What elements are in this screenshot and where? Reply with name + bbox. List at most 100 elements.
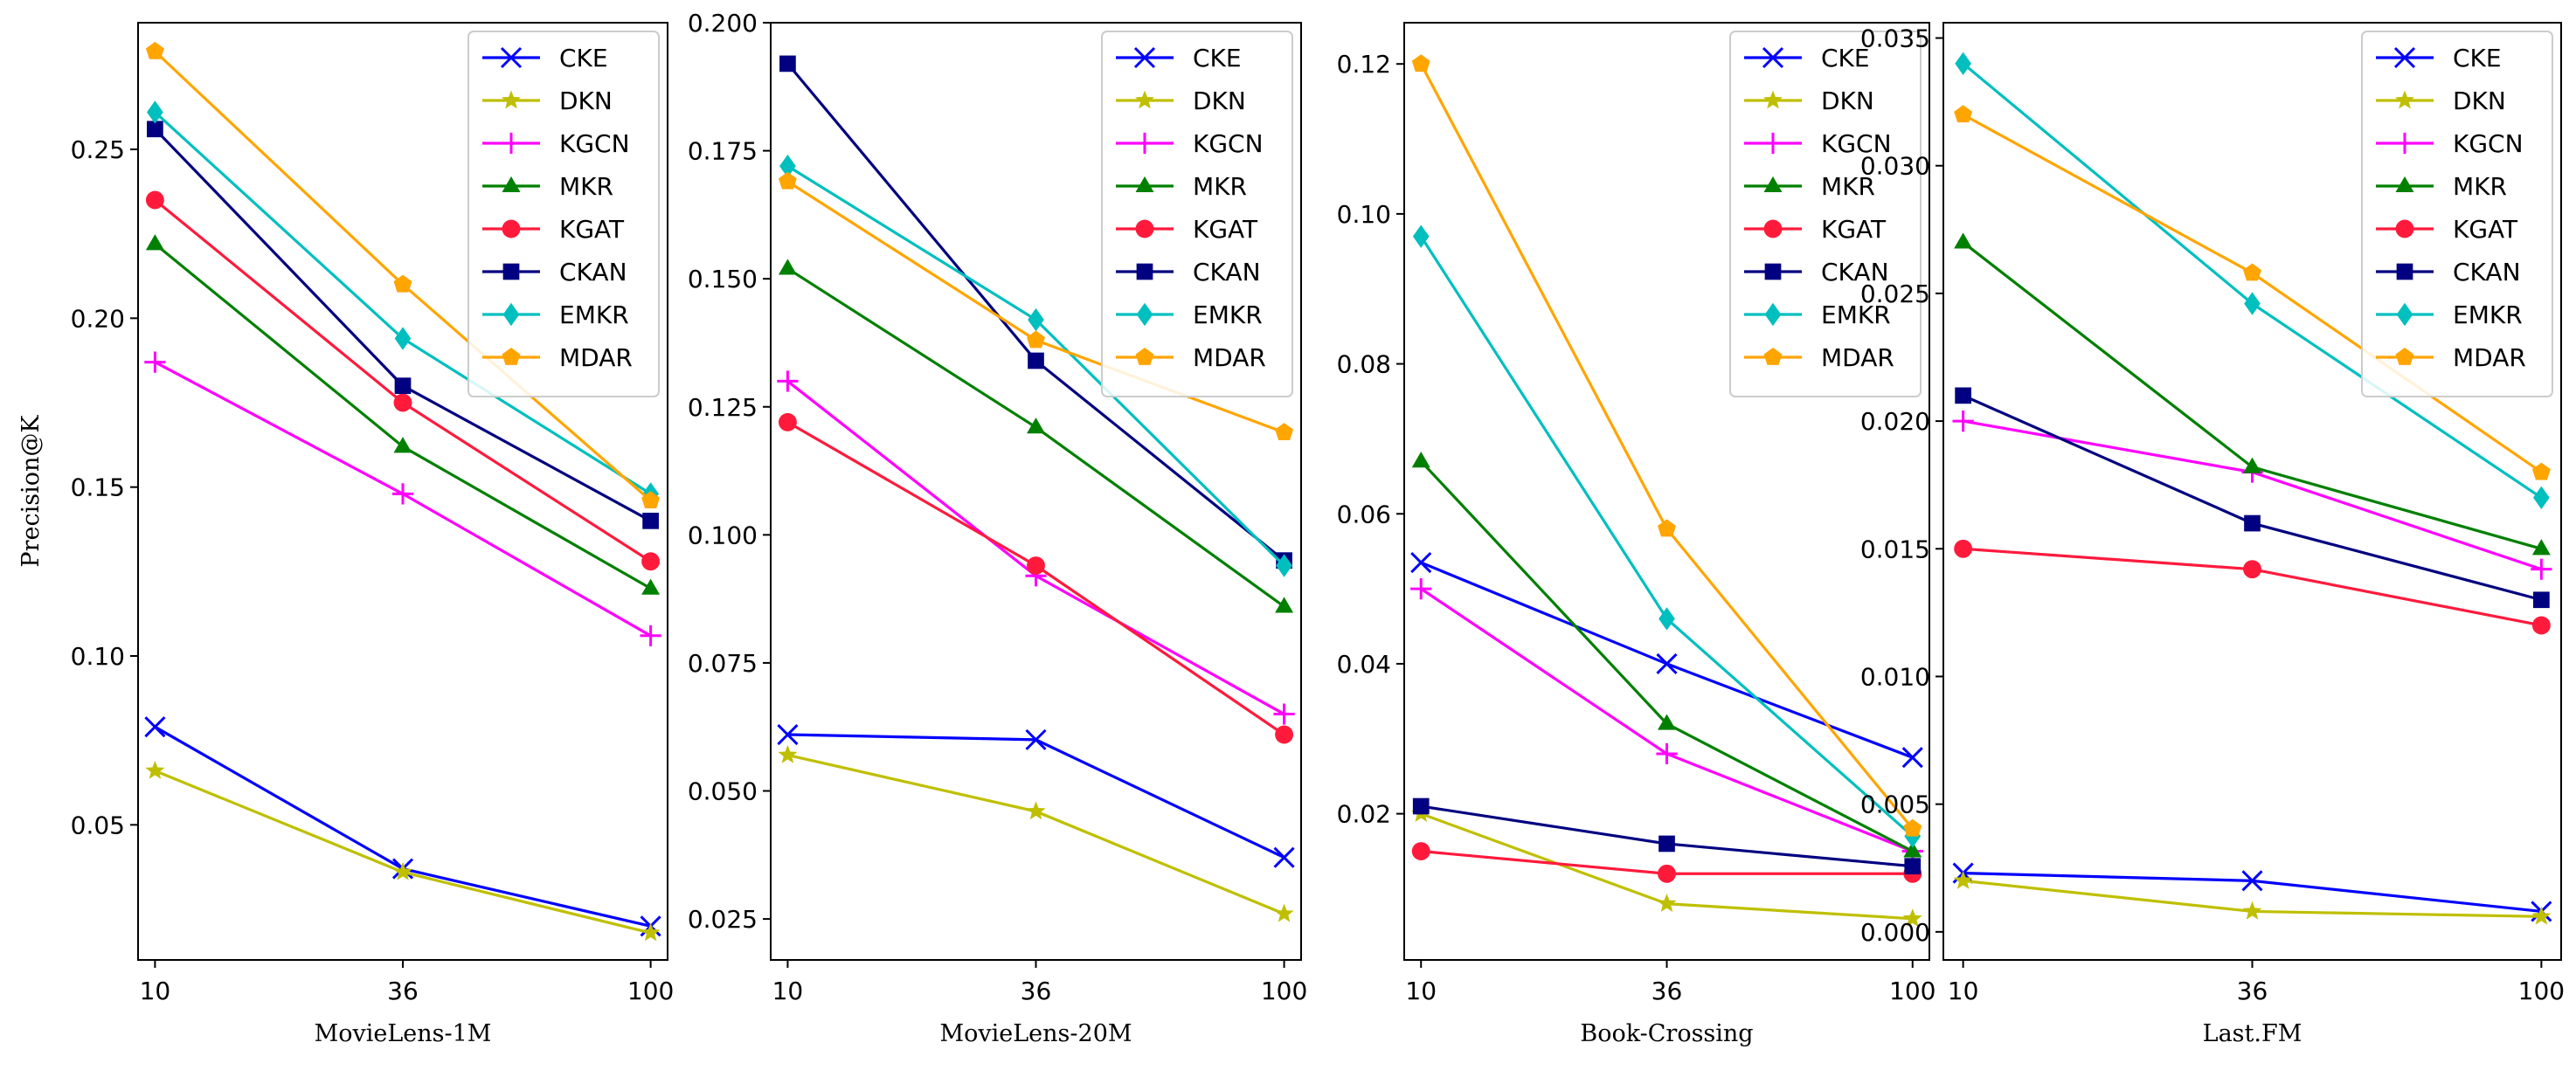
data-point-dkn — [1657, 894, 1677, 912]
data-point-emkr — [1276, 554, 1292, 577]
x-tick-label: 100 — [1889, 977, 1935, 1005]
legend-item-emkr: EMKR — [482, 300, 629, 329]
x-axis-label: MovieLens-20M — [939, 1020, 1132, 1047]
y-tick-label: 0.25 — [71, 135, 125, 164]
data-point-mkr — [2243, 457, 2261, 473]
data-point-ckan — [779, 55, 796, 72]
legend: CKE DKN KGCN MKR KGAT CKAN EMKR MDAR — [467, 31, 660, 397]
legend-label: DKN — [2453, 86, 2506, 115]
series-kgat — [778, 412, 1294, 744]
data-point-mkr — [1954, 232, 1973, 249]
legend-item-kgat: KGAT — [1744, 215, 1887, 244]
legend-label: KGCN — [1193, 129, 1264, 158]
data-point-mkr — [393, 437, 412, 453]
y-tick-label: 0.06 — [1337, 500, 1391, 528]
series-kgcn — [777, 370, 1295, 725]
y-tick-label: 0.075 — [688, 649, 758, 678]
legend-item-cke: CKE — [1744, 44, 1870, 72]
legend-marker-mkr — [1763, 176, 1783, 193]
legend-label: MDAR — [559, 343, 633, 372]
legend-marker-kgat — [502, 219, 521, 238]
y-tick-label: 0.020 — [1860, 407, 1930, 436]
legend-label: CKAN — [559, 258, 627, 286]
legend-item-dkn: DKN — [2376, 86, 2506, 115]
data-point-emkr — [1028, 307, 1044, 332]
data-point-cke — [777, 723, 799, 746]
x-tick-label: 100 — [1261, 977, 1307, 1005]
legend-label: CKE — [2453, 44, 2502, 72]
series-mdar — [145, 41, 661, 509]
data-point-mkr — [1411, 452, 1430, 468]
legend-marker-mkr — [1135, 176, 1154, 193]
series-mkr — [145, 234, 661, 595]
series-emkr — [1955, 52, 2550, 510]
legend-item-ckan: CKAN — [1744, 258, 1889, 286]
legend-label: KGAT — [1821, 215, 1887, 244]
legend-label: MKR — [2453, 172, 2507, 201]
legend-marker-mdar — [2395, 348, 2414, 365]
series-mkr — [1954, 232, 2551, 556]
data-point-ckan — [642, 512, 659, 529]
data-point-kgcn — [2531, 558, 2552, 580]
legend-marker-emkr — [2396, 302, 2413, 327]
legend-label: CKAN — [1193, 258, 1261, 286]
y-tick-label: 0.15 — [71, 473, 125, 502]
data-point-mkr — [778, 259, 797, 275]
data-point-ckan — [1658, 835, 1675, 853]
legend-marker-dkn — [1135, 90, 1154, 109]
data-point-cke — [1410, 551, 1432, 574]
legend-label: MDAR — [2453, 343, 2526, 372]
series-ckan — [147, 121, 659, 529]
data-point-ckan — [1412, 797, 1430, 815]
data-point-kgcn — [1952, 410, 1974, 432]
legend-marker-mkr — [2395, 176, 2414, 193]
legend-marker-mdar — [1763, 348, 1783, 365]
data-point-mkr — [1275, 597, 1294, 613]
legend-item-kgat: KGAT — [2376, 215, 2518, 244]
chart-panel-book-crossing: 0.02 0.04 0.06 0.08 0.10 0.12 10 36 100 Book-Cros… — [1337, 22, 1935, 1047]
legend-item-ckan: CKAN — [1116, 258, 1261, 286]
legend-marker-emkr — [1136, 302, 1153, 327]
y-tick-label: 0.030 — [1860, 152, 1930, 181]
legend-item-cke: CKE — [482, 44, 608, 72]
data-point-kgcn — [777, 370, 799, 392]
legend-marker-mdar — [1135, 348, 1154, 365]
legend-marker-dkn — [2395, 90, 2414, 109]
legend-item-mdar: MDAR — [482, 343, 633, 372]
data-point-ckan — [1028, 352, 1044, 369]
x-tick-label: 10 — [1405, 977, 1437, 1005]
legend-label: CKE — [1193, 44, 1242, 72]
data-point-mdar — [1903, 818, 1922, 837]
data-point-kgat — [1027, 556, 1045, 575]
y-tick-label: 0.150 — [688, 265, 758, 293]
data-point-cke — [1656, 652, 1678, 674]
x-tick-label: 10 — [1948, 977, 1979, 1005]
legend-marker-dkn — [502, 90, 521, 109]
y-tick-label: 0.04 — [1337, 650, 1391, 679]
series-kgat — [1954, 539, 2551, 635]
legend-marker-emkr — [502, 302, 520, 327]
x-tick-label: 36 — [387, 977, 419, 1005]
legend-label: MKR — [1193, 172, 1247, 201]
series-line-kgcn — [1963, 419, 2542, 571]
data-point-mdar — [145, 41, 164, 59]
series-mdar — [1411, 54, 1922, 837]
data-point-emkr — [147, 100, 163, 124]
data-point-emkr — [1412, 224, 1430, 248]
legend-marker-kgat — [2395, 219, 2414, 238]
series-dkn — [1953, 870, 2552, 925]
y-tick-label: 0.035 — [1860, 24, 1930, 53]
legend-item-emkr: EMKR — [1116, 300, 1263, 329]
legend-marker-cke — [1762, 46, 1784, 69]
data-point-mdar — [1658, 519, 1676, 537]
legend-marker-ckan — [502, 263, 520, 280]
legend-item-mkr: MKR — [1116, 172, 1247, 201]
legend-marker-cke — [500, 46, 523, 69]
legend-label: EMKR — [1193, 300, 1263, 329]
data-point-mkr — [1903, 841, 1922, 858]
legend-item-mkr: MKR — [482, 172, 613, 201]
legend-marker-ckan — [1136, 263, 1153, 280]
chart-panel-movielens-1m: 0.05 0.10 0.15 0.20 0.25 10 36 100 MovieLens-1M P… — [17, 22, 674, 1047]
legend-marker-cke — [2393, 46, 2416, 69]
data-point-kgcn — [144, 351, 166, 373]
